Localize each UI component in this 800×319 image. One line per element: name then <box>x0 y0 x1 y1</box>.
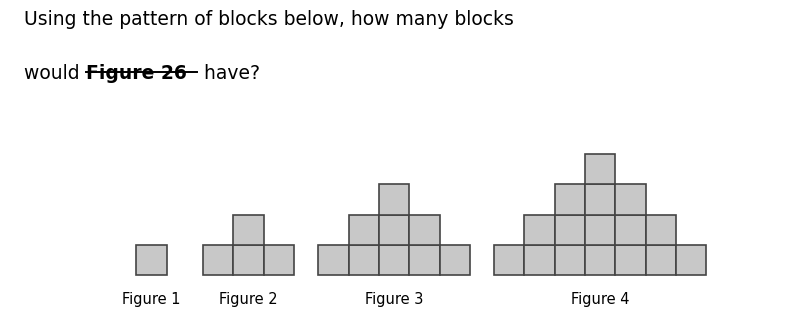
Text: Figure 4: Figure 4 <box>571 292 630 307</box>
Bar <box>439 245 470 275</box>
Bar <box>615 184 646 215</box>
Text: Using the pattern of blocks below, how many blocks: Using the pattern of blocks below, how m… <box>24 10 514 29</box>
Bar <box>409 215 439 245</box>
Bar <box>615 215 646 245</box>
Bar <box>646 215 676 245</box>
Bar <box>379 245 409 275</box>
Bar <box>615 245 646 275</box>
Bar <box>318 245 349 275</box>
Text: Figure 1: Figure 1 <box>122 292 181 307</box>
Bar <box>585 184 615 215</box>
Bar <box>585 154 615 184</box>
Bar <box>379 184 409 215</box>
Bar <box>554 215 585 245</box>
Bar <box>525 215 554 245</box>
Text: would: would <box>24 64 86 83</box>
Bar <box>203 245 234 275</box>
Bar <box>349 245 379 275</box>
Bar <box>264 245 294 275</box>
Text: have?: have? <box>198 64 260 83</box>
Text: Figure 3: Figure 3 <box>365 292 423 307</box>
Text: Figure 2: Figure 2 <box>219 292 278 307</box>
Bar <box>234 215 264 245</box>
Bar <box>136 245 166 275</box>
Bar <box>409 245 439 275</box>
Bar <box>676 245 706 275</box>
Bar <box>554 245 585 275</box>
Bar <box>349 215 379 245</box>
Bar <box>554 184 585 215</box>
Bar <box>585 215 615 245</box>
Bar <box>379 215 409 245</box>
Bar <box>525 245 554 275</box>
Bar <box>585 245 615 275</box>
Bar <box>646 245 676 275</box>
Bar <box>494 245 525 275</box>
Text: Figure 26: Figure 26 <box>86 64 187 83</box>
Bar <box>234 245 264 275</box>
